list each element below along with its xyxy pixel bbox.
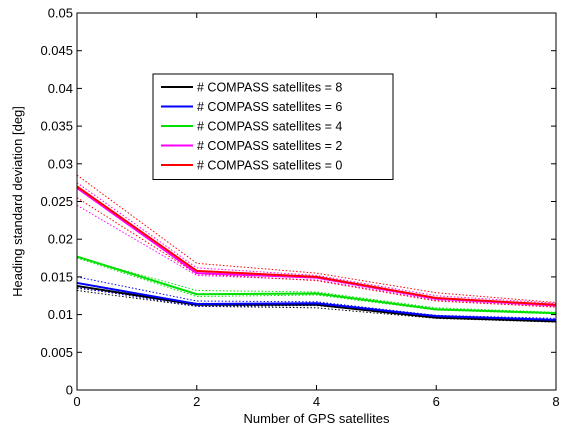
legend-label: # COMPASS satellites = 6 <box>197 100 342 114</box>
x-tick-label: 8 <box>552 394 559 409</box>
y-tick-label: 0 <box>66 383 73 398</box>
series-upper-bound-line <box>76 276 557 319</box>
y-tick-label: 0.03 <box>48 156 73 171</box>
series-lower-bound-line <box>76 289 557 323</box>
y-tick-label: 0.05 <box>48 6 73 21</box>
legend-label: # COMPASS satellites = 8 <box>197 81 342 95</box>
series-lines <box>76 185 557 323</box>
y-tick-label: 0.02 <box>48 232 73 247</box>
legend-label: # COMPASS satellites = 4 <box>197 120 342 134</box>
legend: # COMPASS satellites = 8 # COMPASS satell… <box>152 73 394 180</box>
y-tick-label: 0.025 <box>40 194 73 209</box>
x-axis-label: Number of GPS satellites <box>244 411 390 426</box>
series-line <box>76 255 557 315</box>
x-tick-label: 2 <box>193 394 200 409</box>
legend-label: # COMPASS satellites = 2 <box>197 139 342 153</box>
series-line <box>76 284 557 323</box>
series-upper-bound-line <box>76 174 557 304</box>
y-tick-label: 0.005 <box>40 345 73 360</box>
series-lower-bound-line <box>76 204 557 308</box>
series-line <box>76 185 557 306</box>
series-lower-bound-line <box>76 286 557 322</box>
y-tick-label: 0.04 <box>48 81 73 96</box>
y-tick-label: 0.045 <box>40 43 73 58</box>
x-tick-label: 4 <box>313 394 320 409</box>
series-upper-bound-line <box>76 182 557 304</box>
legend-label: # COMPASS satellites = 0 <box>197 159 342 173</box>
x-tick-label: 6 <box>433 394 440 409</box>
axes: 0 2 4 6 8 0 0.005 0.01 0.015 0.02 0.025 0.03 0.035 0.… <box>40 6 559 410</box>
x-tick-label: 0 <box>73 394 80 409</box>
series-line <box>76 281 557 321</box>
y-tick-label: 0.015 <box>40 269 73 284</box>
y-tick-label: 0.01 <box>48 307 73 322</box>
y-axis-label: Heading standard deviation [deg] <box>10 106 25 297</box>
y-tick-label: 0.035 <box>40 119 73 134</box>
series-lower-bound-line <box>76 197 557 308</box>
